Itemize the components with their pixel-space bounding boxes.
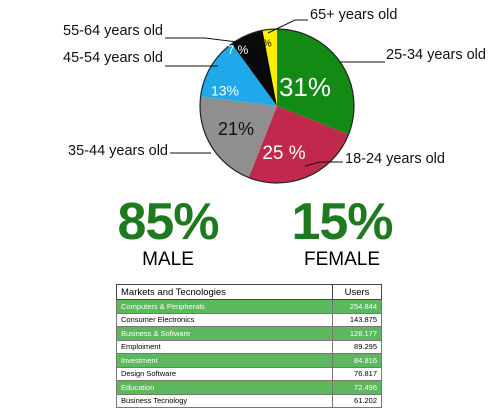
male-percentage: 85% bbox=[117, 193, 219, 251]
female-stat: 15% FEMALE bbox=[272, 195, 412, 271]
market-name-cell: Business Tecnology bbox=[116, 393, 333, 408]
users-cell: 254.844 bbox=[332, 299, 382, 314]
slice-age-label: 45-54 years old bbox=[63, 50, 163, 66]
slice-percent-label: 31% bbox=[279, 72, 331, 102]
pie-slice bbox=[231, 30, 277, 106]
table-row: Emploiment 89.295 bbox=[116, 339, 382, 354]
market-name-cell: Education bbox=[116, 380, 333, 395]
users-cell: 128.177 bbox=[332, 326, 382, 341]
users-cell: 76.817 bbox=[332, 366, 382, 381]
slice-percent-label: 25 % bbox=[262, 143, 305, 164]
slice-percent-label: 21% bbox=[218, 119, 254, 139]
table-row: Investment 84.816 bbox=[116, 353, 382, 368]
markets-table: Markets and Tecnologies Users Computers … bbox=[116, 284, 382, 408]
table-row: Business Tecnology 61.202 bbox=[116, 393, 382, 408]
leader-line bbox=[165, 37, 246, 44]
pie-slice bbox=[248, 106, 349, 184]
slice-percent-label: 13% bbox=[211, 83, 239, 99]
users-cell: 72.496 bbox=[332, 380, 382, 395]
market-name-cell: Investment bbox=[116, 353, 333, 368]
slice-age-label: 25-34 years old bbox=[386, 47, 486, 63]
users-cell: 84.816 bbox=[332, 353, 382, 368]
market-name-cell: Business & Software bbox=[116, 326, 333, 341]
leader-line bbox=[304, 161, 343, 167]
table-row: Education 72.496 bbox=[116, 380, 382, 395]
market-name-cell: Consumer Electronics bbox=[116, 312, 333, 327]
market-name-cell: Emploiment bbox=[116, 339, 333, 354]
male-stat: 85% MALE bbox=[98, 195, 238, 271]
leader-line bbox=[267, 19, 308, 34]
users-cell: 89.295 bbox=[332, 339, 382, 354]
users-cell: 61.202 bbox=[332, 393, 382, 408]
table-header-row: Markets and Tecnologies Users bbox=[116, 284, 382, 300]
slice-age-label: 55-64 years old bbox=[63, 23, 163, 39]
market-name-cell: Design Software bbox=[116, 366, 333, 381]
markets-column-header: Markets and Tecnologies bbox=[116, 284, 333, 300]
users-column-header: Users bbox=[332, 284, 382, 300]
users-cell: 143.875 bbox=[332, 312, 382, 327]
table-row: Business & Software 128.177 bbox=[116, 326, 382, 341]
market-name-cell: Computers & Peripherals bbox=[116, 299, 333, 314]
slice-percent-label: 3 % bbox=[254, 39, 271, 50]
table-row: Design Software 76.817 bbox=[116, 366, 382, 381]
female-label: FEMALE bbox=[303, 249, 381, 270]
slice-age-label: 18-24 years old bbox=[345, 151, 445, 167]
age-pie-chart: 31% 25-34 years old 25 % 18-24 years old 21%… bbox=[63, 7, 486, 184]
table-row: Consumer Electronics 143.875 bbox=[116, 312, 382, 327]
slice-age-label: 35-44 years old bbox=[68, 143, 168, 159]
pie-slice bbox=[199, 96, 277, 178]
slice-percent-label: 7 % bbox=[228, 43, 249, 57]
slice-age-label: 65+ years old bbox=[310, 7, 397, 23]
male-label: MALE bbox=[142, 249, 194, 270]
female-percentage: 15% bbox=[291, 193, 393, 251]
table-row: Computers & Peripherals 254.844 bbox=[116, 299, 382, 314]
pie-slice bbox=[200, 43, 277, 106]
pie-slice bbox=[262, 29, 277, 106]
